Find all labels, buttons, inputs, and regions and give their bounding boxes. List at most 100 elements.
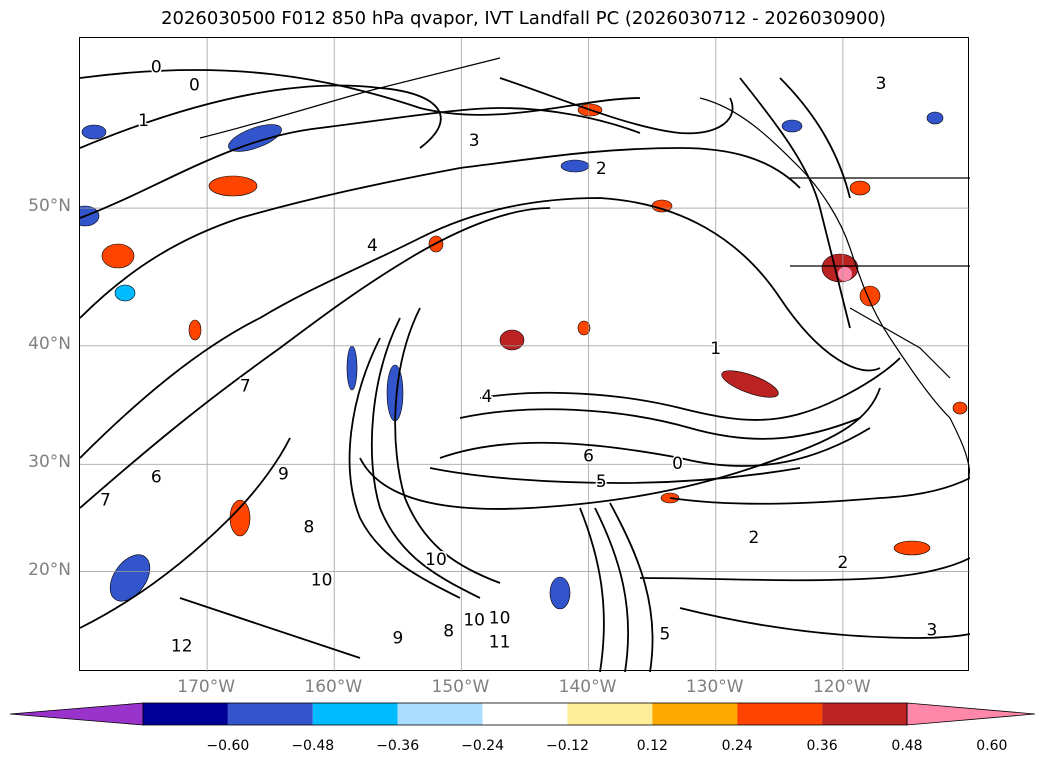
longitude-label: 170°W xyxy=(177,677,236,697)
graticule xyxy=(80,38,970,672)
contour-line xyxy=(370,317,481,599)
colorbar-tick-label: −0.60 xyxy=(206,738,250,754)
colorbar-cell xyxy=(397,703,483,725)
anomaly-patch xyxy=(849,180,871,196)
colorbar-tick-label: 0.24 xyxy=(721,738,753,754)
anomaly-patch xyxy=(952,401,968,415)
longitude-label: 160°W xyxy=(304,677,363,697)
contour-line xyxy=(739,77,851,329)
colorbar-cell xyxy=(482,703,568,725)
contour-label: 8 xyxy=(303,517,314,537)
contour-label: 5 xyxy=(659,624,670,644)
contour-line xyxy=(609,502,654,672)
colorbar-frame xyxy=(142,702,908,726)
contour-label: 8 xyxy=(443,621,454,641)
longitude-label: 150°W xyxy=(431,677,490,697)
colorbar-tick-label: −0.36 xyxy=(376,738,420,754)
anomaly-patch xyxy=(188,319,202,341)
latitude-label: 40°N xyxy=(28,333,71,354)
colorbar-tick-label: −0.24 xyxy=(461,738,504,754)
colorbar-cell xyxy=(737,703,823,725)
contour-label: 12 xyxy=(171,636,193,656)
anomaly-patch xyxy=(229,499,251,537)
anomaly-patch xyxy=(114,284,136,302)
coastline-north-america xyxy=(699,97,970,479)
contour-label: 6 xyxy=(583,446,594,466)
contour-label: 6 xyxy=(151,468,162,488)
anomaly-patch xyxy=(80,205,100,227)
contour-line xyxy=(429,467,801,484)
contour-line xyxy=(779,77,851,199)
colorbar-cell xyxy=(143,703,228,725)
anomaly-patch xyxy=(208,175,258,197)
anomaly-patch xyxy=(838,267,852,281)
contour-line xyxy=(80,207,551,509)
contour-label: 3 xyxy=(469,131,480,151)
colorbar-tick-label: 0.60 xyxy=(976,738,1008,754)
contour-line xyxy=(80,197,881,459)
contour-label: 9 xyxy=(392,628,403,648)
contour-label: 4 xyxy=(367,236,378,256)
contour-label: 3 xyxy=(926,620,937,640)
ivt-contours xyxy=(80,69,970,672)
anomaly-patch xyxy=(721,370,779,398)
contour-line xyxy=(80,147,801,319)
anomaly-patch xyxy=(893,540,931,556)
anomaly-patch xyxy=(101,243,135,269)
colorbar-cell xyxy=(567,703,653,725)
contour-label: 3 xyxy=(876,74,887,94)
contour-line xyxy=(80,437,291,629)
contour-label: 1 xyxy=(138,111,149,131)
contour-line xyxy=(459,408,861,440)
contour-label: 11 xyxy=(489,632,511,652)
longitude-label: 130°W xyxy=(685,677,744,697)
anomaly-patch xyxy=(560,159,590,173)
contour-label: 10 xyxy=(463,610,485,630)
colorbar-tick-label: 0.36 xyxy=(806,738,838,754)
map-panel[interactable]: 0013234174650679810101010111298522311 xyxy=(79,37,970,672)
contour-label: 2 xyxy=(596,159,607,179)
map-canvas: 0013234174650679810101010111298522311 xyxy=(80,38,970,672)
contour-label: 7 xyxy=(240,376,251,396)
contour-line xyxy=(679,607,970,639)
latitude-label: 30°N xyxy=(28,452,71,473)
anomaly-patch xyxy=(81,124,107,140)
map-title: 2026030500 F012 850 hPa qvapor, IVT Land… xyxy=(161,8,886,29)
anomaly-patch xyxy=(346,345,358,391)
contour-line xyxy=(499,77,734,135)
contour-line xyxy=(394,307,501,584)
contour-line xyxy=(479,357,901,421)
contour-line xyxy=(359,387,881,510)
contour-line xyxy=(639,557,970,582)
contour-label: 5 xyxy=(596,472,607,492)
anomaly-patch xyxy=(499,329,525,351)
contour-line xyxy=(179,597,361,659)
longitude-label: 120°W xyxy=(812,677,871,697)
anomaly-patch xyxy=(926,111,944,125)
contour-line xyxy=(439,427,871,467)
contour-label: 9 xyxy=(278,464,289,484)
colorbar xyxy=(10,702,1036,726)
contour-label: 10 xyxy=(489,608,511,628)
contour-line xyxy=(80,84,442,149)
longitude-label: 140°W xyxy=(558,677,617,697)
colorbar-extend-min xyxy=(10,702,144,726)
colorbar-cell xyxy=(652,703,738,725)
contour-label: 7 xyxy=(100,491,111,511)
contour-label: 1 xyxy=(710,339,721,359)
contour-line xyxy=(579,507,605,672)
colorbar-tick-label: 0.12 xyxy=(636,738,668,754)
colorbar-cell xyxy=(822,703,907,725)
contour-line xyxy=(80,69,641,116)
contour-label: 0 xyxy=(189,76,200,96)
coastline-alaska xyxy=(199,57,501,139)
anomaly-patch xyxy=(577,320,591,336)
anomaly-patch xyxy=(228,124,282,152)
contour-labels: 0013234174650679810101010111298522311 xyxy=(99,56,939,658)
contour-label: 2 xyxy=(837,553,848,573)
contour-line xyxy=(669,477,970,505)
contour-label: 0 xyxy=(151,57,162,77)
contour-line xyxy=(594,507,630,672)
colorbar-cell xyxy=(227,703,313,725)
coastline xyxy=(199,57,970,479)
